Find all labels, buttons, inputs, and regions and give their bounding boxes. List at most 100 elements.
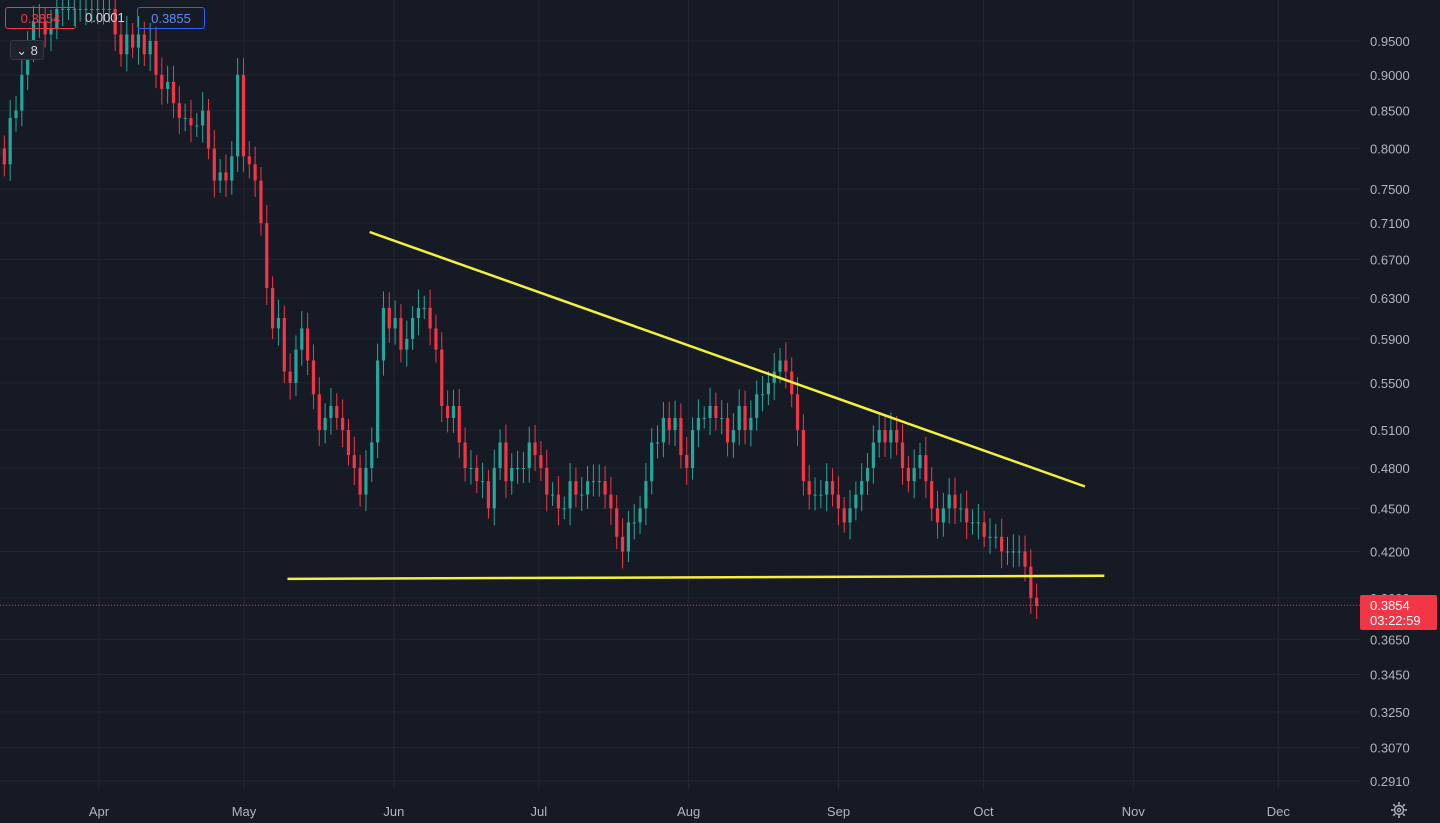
candle-body xyxy=(422,307,426,309)
price-tick-label: 0.2910 xyxy=(1370,774,1410,789)
candle-body xyxy=(90,8,94,10)
time-tick-label: Apr xyxy=(89,804,110,819)
indicator-count: 8 xyxy=(30,43,38,58)
time-tick-label: Jul xyxy=(531,804,548,819)
candle-body xyxy=(930,481,934,509)
candle-body xyxy=(230,156,234,181)
candle-body xyxy=(341,417,345,431)
candle-body xyxy=(107,8,111,10)
last-price-label: 0.3854 03:22:59 xyxy=(1360,595,1437,630)
candle-body xyxy=(784,360,788,372)
candle-body xyxy=(166,81,170,89)
time-axis[interactable]: Apr May Jun Jul Aug Sep Oct Nov Dec xyxy=(89,804,1291,819)
candlestick-series xyxy=(0,0,1039,620)
price-tick-label: 0.3650 xyxy=(1370,632,1410,647)
candle-body xyxy=(171,81,176,104)
price-tick-label: 0.9000 xyxy=(1370,68,1410,83)
candle-body xyxy=(539,455,543,468)
candle-body xyxy=(982,522,986,537)
candle-body xyxy=(994,536,998,538)
candle-body xyxy=(212,148,216,181)
candle-body xyxy=(329,406,333,418)
candle-body xyxy=(1011,551,1015,553)
candle-body xyxy=(574,481,578,495)
candle-body xyxy=(241,74,246,157)
candle-body xyxy=(912,467,916,482)
candle-body xyxy=(317,394,321,431)
ask-price-button[interactable]: 0.3855 xyxy=(137,7,205,29)
candle-body xyxy=(545,467,549,495)
candle-body xyxy=(154,41,158,75)
candle-body xyxy=(440,349,444,407)
candle-body xyxy=(31,21,36,48)
candle-body xyxy=(970,522,975,524)
candle-body xyxy=(655,442,660,444)
price-tick-label: 0.4200 xyxy=(1370,545,1410,560)
candle-body xyxy=(26,47,30,75)
candle-body xyxy=(667,417,671,431)
price-tick-label: 0.3450 xyxy=(1370,668,1410,683)
candle-body xyxy=(1029,566,1033,598)
candle-body xyxy=(364,467,368,495)
candle-body xyxy=(1035,597,1039,606)
candle-body xyxy=(410,318,415,339)
candle-body xyxy=(335,406,339,418)
candle-body xyxy=(650,442,654,482)
candle-body xyxy=(1005,551,1010,553)
candle-body xyxy=(918,455,922,468)
candle-body xyxy=(865,467,870,482)
trendline-layer[interactable] xyxy=(287,230,1105,581)
price-tick-label: 0.7100 xyxy=(1370,216,1410,231)
candle-body xyxy=(854,494,858,509)
candle-body xyxy=(510,467,514,482)
candle-body xyxy=(819,494,823,496)
price-tick-label: 0.4500 xyxy=(1370,501,1410,516)
candle-body xyxy=(475,467,479,482)
candle-body xyxy=(749,417,753,431)
candle-body xyxy=(988,536,992,538)
candle-body xyxy=(615,508,619,537)
price-tick-label: 0.3070 xyxy=(1370,741,1410,756)
candle-body xyxy=(445,406,450,418)
candle-body xyxy=(871,442,875,468)
candle-body xyxy=(895,430,899,443)
candle-body xyxy=(743,406,747,431)
candle-body xyxy=(521,467,526,469)
candle-body xyxy=(830,481,835,495)
bid-price-button[interactable]: 0.3854 xyxy=(5,7,76,29)
candle-body xyxy=(486,481,491,509)
candle-body xyxy=(860,481,864,495)
time-tick-label: Dec xyxy=(1267,804,1291,819)
time-tick-label: Oct xyxy=(973,804,994,819)
candle-body xyxy=(224,172,228,181)
candle-body xyxy=(247,156,251,165)
candle-body xyxy=(370,442,374,468)
candle-body xyxy=(393,318,397,329)
price-axis[interactable]: 0.9500 0.9000 0.8500 0.8000 0.7500 0.7100 0.67… xyxy=(1370,34,1410,789)
candle-body xyxy=(708,406,712,418)
candle-body xyxy=(527,442,531,468)
candle-body xyxy=(311,360,316,395)
candle-body xyxy=(346,430,351,456)
candle-body xyxy=(603,481,607,495)
candle-body xyxy=(889,430,893,443)
candle-body xyxy=(276,318,281,329)
candle-body xyxy=(55,8,59,28)
candle-body xyxy=(755,394,759,418)
gear-icon[interactable] xyxy=(1390,801,1408,819)
candle-body xyxy=(78,8,82,10)
indicators-collapse-button[interactable]: ⌄ 8 xyxy=(10,40,44,60)
candle-body xyxy=(387,307,391,329)
candle-body xyxy=(626,522,631,552)
candle-body xyxy=(282,318,286,372)
price-tick-label: 0.9500 xyxy=(1370,34,1410,49)
candle-body xyxy=(609,494,613,509)
candle-body xyxy=(591,481,596,483)
candle-body xyxy=(96,8,100,10)
candle-body xyxy=(690,430,695,468)
price-tick-label: 0.6700 xyxy=(1370,252,1410,267)
candle-body xyxy=(795,394,800,431)
candle-body xyxy=(702,417,706,419)
candle-body xyxy=(416,307,421,319)
